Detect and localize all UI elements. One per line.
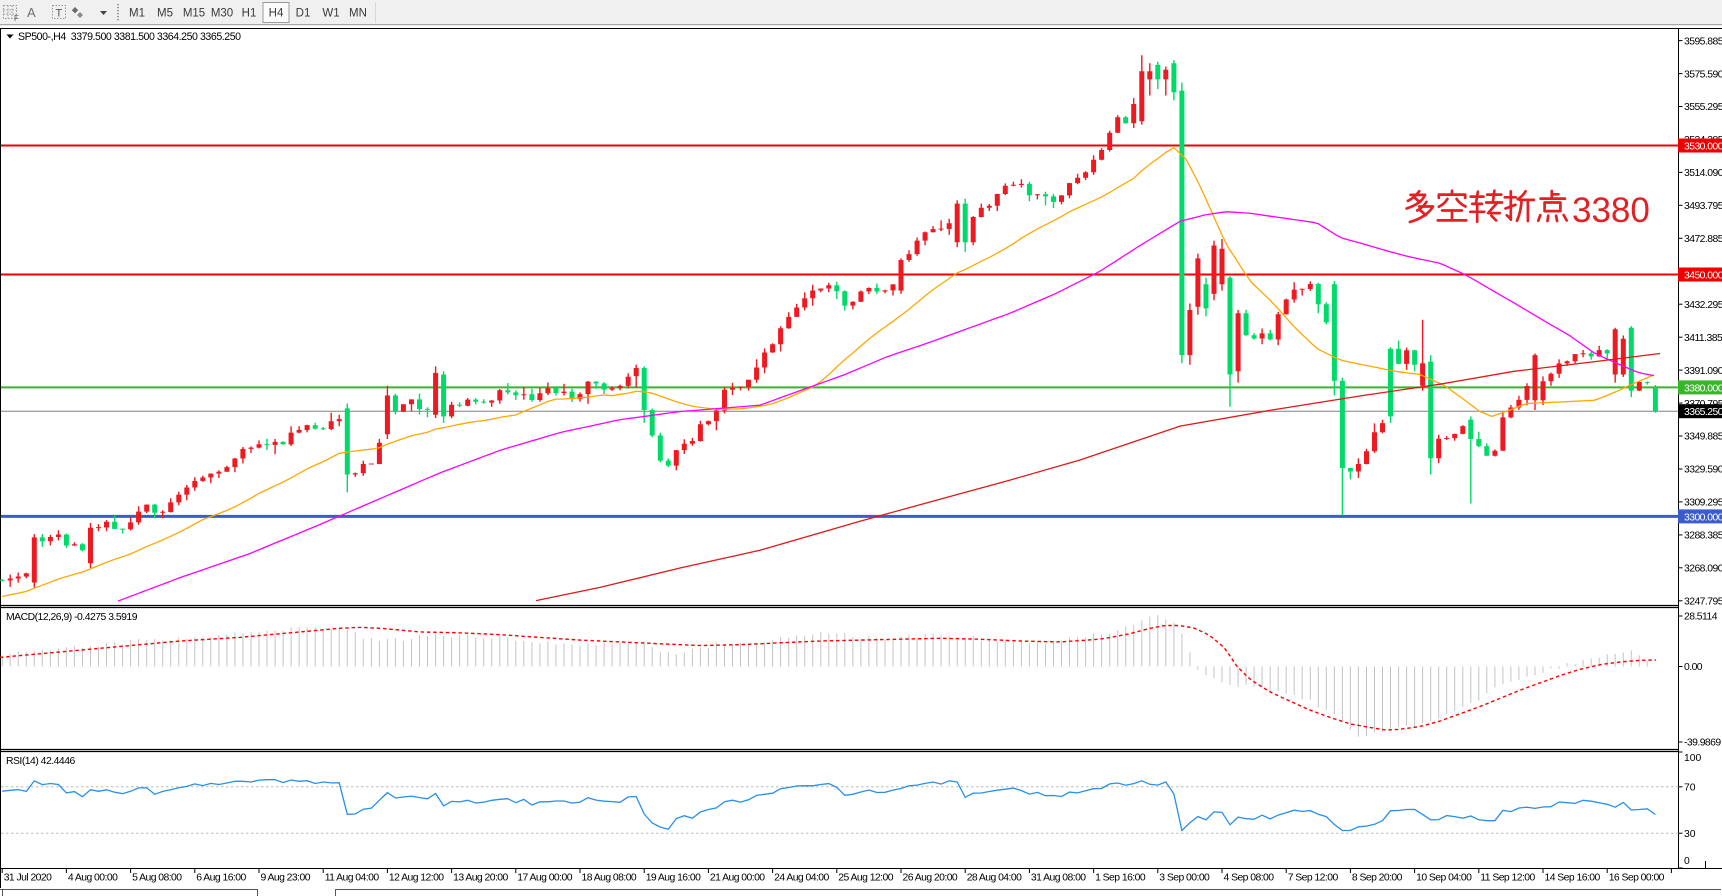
svg-text:4 Sep 08:00: 4 Sep 08:00 [1224,873,1275,884]
svg-text:17 Aug 00:00: 17 Aug 00:00 [517,873,572,884]
svg-text:D1: D1 [296,8,311,20]
svg-text:31 Aug 08:00: 31 Aug 08:00 [1031,873,1086,884]
svg-text:30: 30 [1684,829,1696,840]
svg-text:0: 0 [1684,856,1690,867]
svg-text:70: 70 [1684,783,1696,794]
svg-text:-39.9869: -39.9869 [1684,738,1721,749]
svg-text:M15: M15 [183,8,205,20]
svg-text:3514.090: 3514.090 [1684,168,1722,179]
svg-text:3380: 3380 [1572,191,1650,230]
svg-text:3411.385: 3411.385 [1684,333,1722,344]
svg-text:24 Aug 04:00: 24 Aug 04:00 [774,873,829,884]
svg-text:18 Aug 08:00: 18 Aug 08:00 [582,873,637,884]
svg-text:9 Aug 23:00: 9 Aug 23:00 [261,873,311,884]
svg-text:19 Aug 16:00: 19 Aug 16:00 [646,873,701,884]
svg-text:3288.385: 3288.385 [1684,531,1722,542]
svg-text:RSI(14) 42.4446: RSI(14) 42.4446 [6,756,75,767]
svg-text:3365.250: 3365.250 [1684,407,1722,418]
svg-text:W1: W1 [322,8,339,20]
svg-text:28.5114: 28.5114 [1684,612,1718,623]
svg-text:26 Aug 20:00: 26 Aug 20:00 [903,873,958,884]
svg-text:A: A [27,5,36,20]
svg-text:3555.295: 3555.295 [1684,102,1722,113]
svg-text:4 Aug 00:00: 4 Aug 00:00 [68,873,118,884]
svg-text:3575.590: 3575.590 [1684,69,1722,80]
svg-text:12 Aug 12:00: 12 Aug 12:00 [389,873,444,884]
svg-text:28 Aug 04:00: 28 Aug 04:00 [967,873,1022,884]
svg-text:MN: MN [349,8,367,20]
svg-text:3329.590: 3329.590 [1684,465,1722,476]
svg-text:H4: H4 [269,8,284,20]
svg-text:11 Sep 12:00: 11 Sep 12:00 [1480,873,1535,884]
svg-text:31 Jul 2020: 31 Jul 2020 [4,873,52,884]
svg-text:M1: M1 [129,8,145,20]
svg-text:3530.000: 3530.000 [1684,141,1722,152]
svg-text:16 Sep 00:00: 16 Sep 00:00 [1609,873,1665,884]
svg-text:3595.885: 3595.885 [1684,36,1722,47]
svg-text:0.00: 0.00 [1684,662,1703,673]
svg-text:H1: H1 [242,8,257,20]
svg-text:3300.000: 3300.000 [1684,512,1722,523]
svg-text:M30: M30 [211,8,233,20]
svg-text:3268.090: 3268.090 [1684,564,1722,575]
svg-text:13 Aug 20:00: 13 Aug 20:00 [453,873,508,884]
svg-text:10 Sep 04:00: 10 Sep 04:00 [1416,873,1472,884]
svg-text:3247.795: 3247.795 [1684,597,1722,608]
svg-text:3432.295: 3432.295 [1684,300,1722,311]
svg-text:SP500-,H4 3379.500 3381.500 3: SP500-,H4 3379.500 3381.500 3364.250 336… [18,31,241,43]
svg-text:3391.090: 3391.090 [1684,366,1722,377]
svg-text:1 Sep 16:00: 1 Sep 16:00 [1095,873,1146,884]
svg-text:11 Aug 04:00: 11 Aug 04:00 [325,873,380,884]
svg-text:3472.885: 3472.885 [1684,234,1722,245]
svg-text:8 Sep 20:00: 8 Sep 20:00 [1352,873,1403,884]
svg-text:25 Aug 12:00: 25 Aug 12:00 [838,873,893,884]
svg-text:3349.885: 3349.885 [1684,432,1722,443]
svg-text:3 Sep 00:00: 3 Sep 00:00 [1159,873,1210,884]
svg-text:5 Aug 08:00: 5 Aug 08:00 [132,873,182,884]
svg-text:6 Aug 16:00: 6 Aug 16:00 [196,873,246,884]
svg-text:14 Sep 16:00: 14 Sep 16:00 [1545,873,1601,884]
svg-text:3450.000: 3450.000 [1684,270,1722,281]
svg-text:T: T [56,8,63,20]
svg-text:M5: M5 [157,8,173,20]
svg-text:MACD(12,26,9) -0.4275 3.5919: MACD(12,26,9) -0.4275 3.5919 [6,612,138,623]
svg-text:F: F [14,14,19,23]
svg-text:3309.295: 3309.295 [1684,498,1722,509]
svg-text:7 Sep 12:00: 7 Sep 12:00 [1288,873,1339,884]
svg-text:100: 100 [1684,753,1702,764]
svg-text:3380.000: 3380.000 [1684,383,1722,394]
svg-text:21 Aug 00:00: 21 Aug 00:00 [710,873,765,884]
svg-text:3493.795: 3493.795 [1684,201,1722,212]
